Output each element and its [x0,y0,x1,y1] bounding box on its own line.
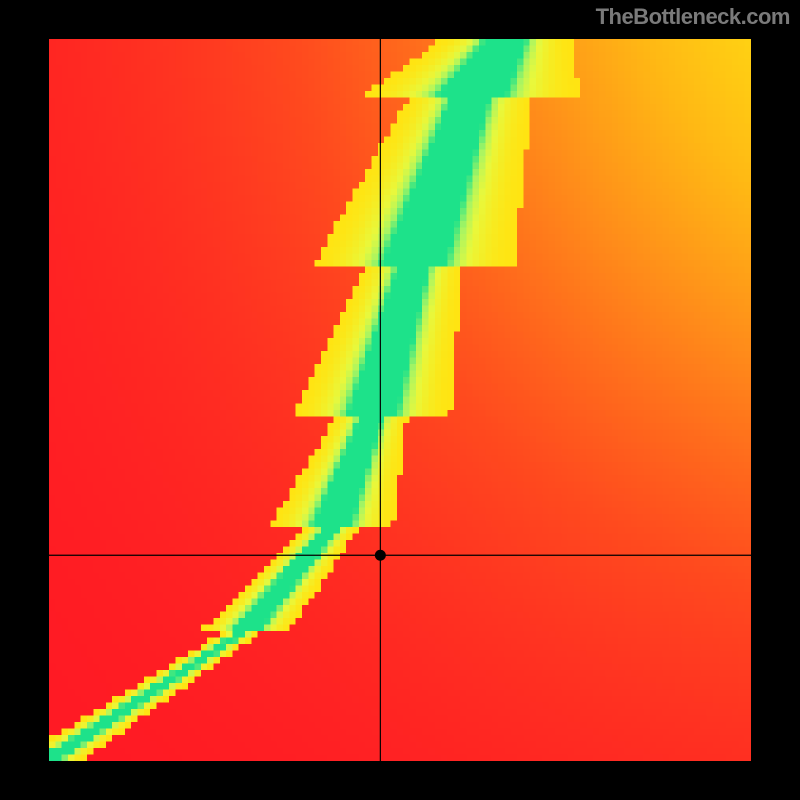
watermark-text: TheBottleneck.com [596,4,790,30]
heatmap-canvas [49,39,751,761]
